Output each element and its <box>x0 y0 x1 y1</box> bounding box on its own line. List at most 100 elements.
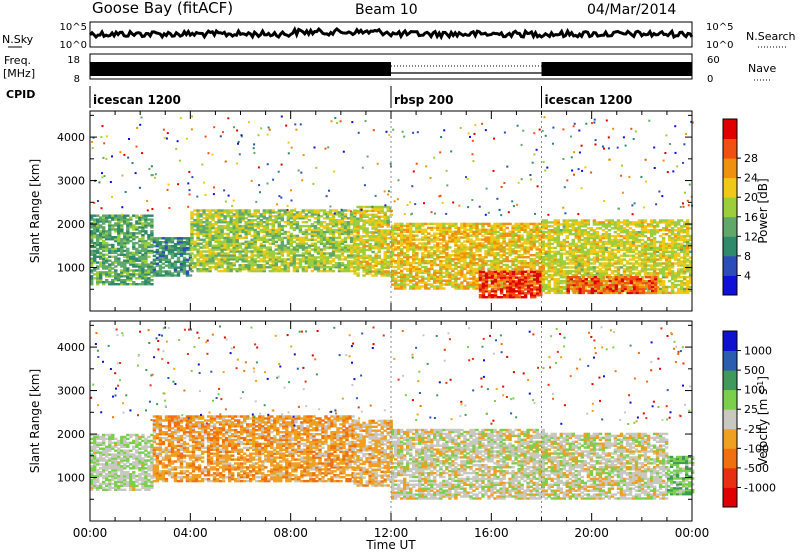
power-cell <box>196 221 200 224</box>
power-cell <box>289 252 294 255</box>
power-cell <box>451 285 455 288</box>
power-cell <box>580 231 584 234</box>
power-cell <box>232 236 236 240</box>
power-cell <box>613 223 618 226</box>
power-cell <box>424 230 428 233</box>
power-cell <box>126 232 130 235</box>
power-cell <box>307 209 312 212</box>
power-cell <box>577 229 581 232</box>
power-cell <box>217 224 221 228</box>
power-cell <box>365 272 369 275</box>
power-cell <box>147 249 151 253</box>
power-cell <box>610 234 615 238</box>
power-cell <box>289 256 294 259</box>
power-cell <box>253 264 257 267</box>
power-cell <box>295 248 300 251</box>
power-cell <box>304 238 309 241</box>
power-cell <box>280 248 284 251</box>
power-cell <box>343 264 348 267</box>
power-cell <box>400 258 404 261</box>
power-cell <box>631 248 636 251</box>
power-cell <box>517 280 522 283</box>
power-cell <box>331 240 336 243</box>
power-cell <box>135 265 139 268</box>
power-cell <box>550 256 554 259</box>
power-cell <box>262 240 266 243</box>
power-cell <box>628 242 633 246</box>
power-cell <box>430 234 434 237</box>
power-cell <box>394 254 398 257</box>
power-cell <box>235 240 239 243</box>
power-cell <box>371 219 375 222</box>
freq-label-1: Freq. <box>4 54 31 67</box>
power-cell <box>484 240 488 243</box>
power-cell <box>232 262 236 265</box>
power-cell <box>368 248 372 252</box>
power-cell <box>99 238 103 241</box>
power-cell <box>310 213 315 216</box>
power-cell <box>229 230 233 234</box>
power-cell <box>601 274 606 277</box>
power-cell <box>490 285 494 288</box>
power-cell <box>343 230 348 234</box>
power-cell <box>517 272 522 275</box>
power-cell <box>217 264 221 267</box>
power-cell <box>316 217 321 220</box>
power-cell <box>499 228 503 231</box>
power-cell <box>505 226 509 230</box>
power-cell <box>475 263 479 267</box>
power-cell <box>301 236 306 240</box>
power-cell <box>562 262 566 265</box>
power-cell <box>544 221 548 224</box>
power-cell <box>421 252 425 255</box>
power-cell <box>167 241 172 244</box>
power-cell <box>538 222 542 226</box>
power-cell <box>643 270 648 273</box>
power-cell <box>389 246 393 250</box>
power-cell <box>445 240 449 243</box>
power-cell <box>114 277 118 280</box>
power-cell <box>120 232 124 235</box>
power-cell <box>256 217 260 220</box>
power-cell <box>625 270 630 273</box>
power-cell <box>577 266 581 269</box>
power-cell <box>262 260 266 263</box>
power-cell <box>356 248 360 252</box>
power-cell <box>129 236 133 239</box>
power-cell <box>625 274 630 277</box>
power-cell <box>580 260 584 263</box>
power-cell <box>547 289 551 293</box>
power-cell <box>120 279 124 282</box>
power-cell <box>371 231 375 234</box>
power-cell <box>397 271 401 275</box>
power-cell <box>616 227 621 230</box>
power-cell <box>415 256 419 259</box>
power-cell <box>114 218 118 221</box>
power-cell <box>247 242 251 245</box>
power-cell <box>161 252 166 256</box>
power-cell <box>374 258 378 261</box>
power-cell <box>377 215 381 218</box>
power-cell <box>532 226 536 230</box>
power-cell <box>334 248 339 251</box>
power-cell <box>383 215 387 218</box>
power-cell <box>601 244 606 248</box>
power-cell <box>158 258 163 261</box>
power-cell <box>331 221 336 224</box>
power-cell <box>631 268 636 271</box>
power-cell <box>502 280 507 283</box>
power-cell <box>478 258 482 261</box>
power-cell <box>362 274 366 277</box>
power-cell <box>262 250 266 253</box>
power-cell <box>253 268 257 271</box>
power-cell <box>271 258 275 261</box>
power-cell <box>359 239 363 242</box>
power-cell <box>374 252 378 256</box>
freq-label-2: [MHz] <box>3 67 35 80</box>
power-cell <box>547 229 551 232</box>
power-cell <box>634 233 639 236</box>
power-cell <box>277 268 281 271</box>
power-cell <box>126 259 130 262</box>
power-cell <box>577 233 581 236</box>
power-cell <box>268 260 272 263</box>
